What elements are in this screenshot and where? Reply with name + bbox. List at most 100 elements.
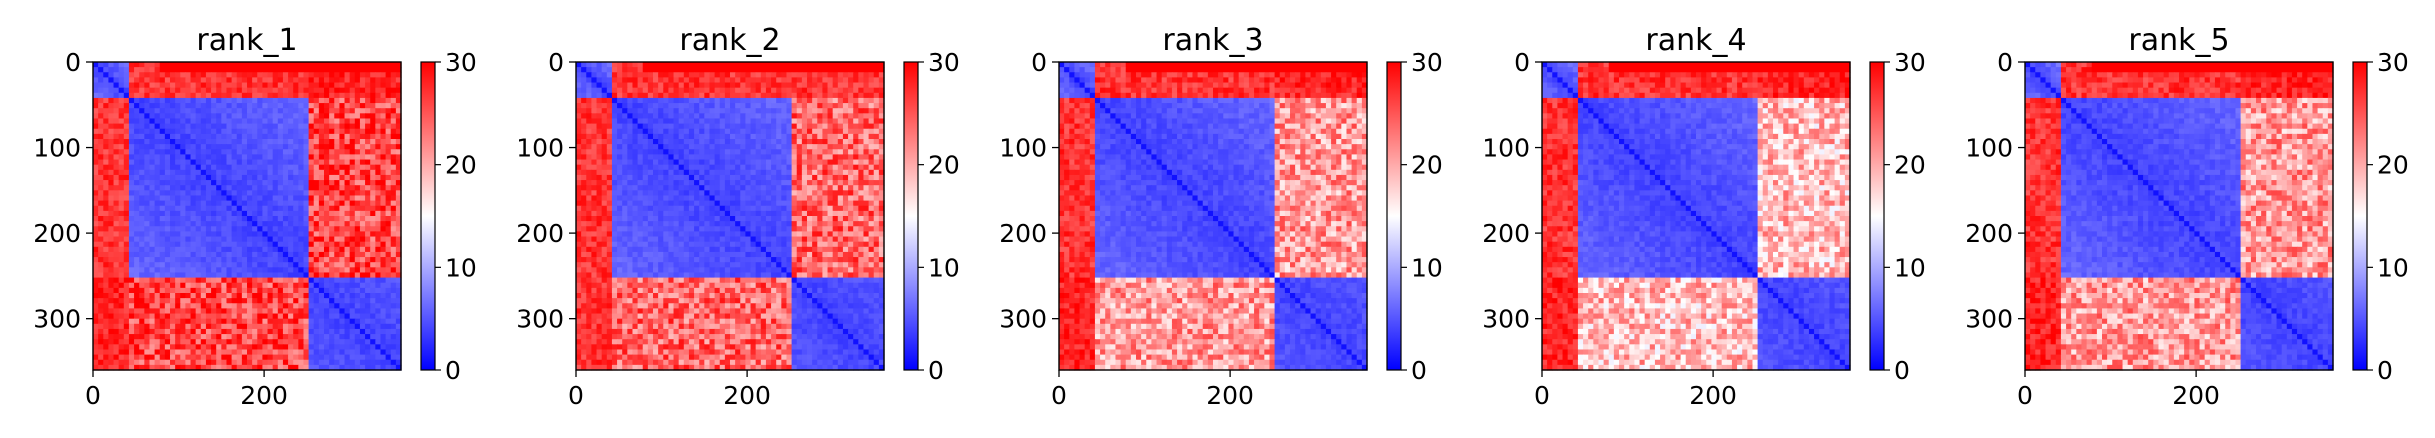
heatmap-cell xyxy=(791,113,798,120)
heatmap-cell xyxy=(175,113,181,120)
heatmap-cell xyxy=(293,169,299,176)
heatmap-cell xyxy=(164,200,171,207)
heatmap-cell xyxy=(853,72,859,78)
heatmap-cell xyxy=(226,277,233,284)
heatmap-cell xyxy=(159,82,166,89)
heatmap-cell xyxy=(154,293,161,299)
heatmap-cell xyxy=(709,128,716,135)
heatmap-cell xyxy=(868,169,875,176)
heatmap-cell xyxy=(128,236,135,243)
heatmap-cell xyxy=(344,303,351,309)
heatmap-cell xyxy=(745,77,752,84)
heatmap-cell xyxy=(318,205,325,212)
heatmap-cell xyxy=(128,246,135,253)
heatmap-cell xyxy=(205,139,212,145)
heatmap-cell xyxy=(329,185,335,191)
heatmap-cell xyxy=(298,313,305,320)
heatmap-cell xyxy=(699,118,705,125)
heatmap-cell xyxy=(231,349,238,356)
heatmap-cell xyxy=(817,92,823,99)
heatmap-cell xyxy=(673,108,680,114)
heatmap-cell xyxy=(195,205,202,212)
heatmap-cell xyxy=(257,323,263,330)
heatmap-cell xyxy=(375,180,382,186)
heatmap-cell xyxy=(185,118,192,125)
heatmap-cell xyxy=(159,339,166,345)
heatmap-cell xyxy=(668,113,675,120)
heatmap-cell xyxy=(241,82,248,89)
heatmap-cell xyxy=(185,334,192,340)
heatmap-cell xyxy=(760,62,767,68)
heatmap-cell xyxy=(878,97,885,104)
heatmap-cell xyxy=(694,169,700,176)
heatmap-cell xyxy=(123,87,130,94)
heatmap-cell xyxy=(211,226,217,232)
heatmap-cell xyxy=(647,139,654,145)
heatmap-cell xyxy=(344,185,351,191)
heatmap-cell xyxy=(832,118,839,125)
heatmap-cell xyxy=(190,308,197,315)
heatmap-cell xyxy=(627,72,634,78)
heatmap-cell xyxy=(817,164,823,171)
heatmap-cell xyxy=(175,190,181,197)
heatmap-cell xyxy=(817,113,823,120)
heatmap-cell xyxy=(226,303,233,309)
heatmap-cell xyxy=(144,210,151,217)
heatmap-cell xyxy=(313,72,320,78)
heatmap-cell xyxy=(688,159,695,166)
heatmap-cell xyxy=(98,344,104,351)
heatmap-cell xyxy=(267,303,274,309)
heatmap-cell xyxy=(853,154,859,161)
heatmap-cell xyxy=(678,123,685,130)
heatmap-cell xyxy=(108,174,115,181)
heatmap-cell xyxy=(257,144,263,150)
heatmap-cell xyxy=(118,267,125,274)
heatmap-cell xyxy=(154,298,161,304)
heatmap-cell xyxy=(359,364,366,371)
heatmap-cell xyxy=(267,328,274,335)
heatmap-cell xyxy=(118,87,125,94)
heatmap-cell xyxy=(103,164,109,171)
heatmap-cell xyxy=(576,62,582,68)
heatmap-cell xyxy=(205,364,212,371)
heatmap-cell xyxy=(205,267,212,274)
heatmap-cell xyxy=(658,154,664,161)
heatmap-cell xyxy=(252,313,258,320)
heatmap-cell xyxy=(154,195,161,202)
heatmap-cell xyxy=(365,72,371,78)
heatmap-cell xyxy=(195,257,202,263)
heatmap-cell xyxy=(293,159,299,166)
heatmap-cell xyxy=(380,359,387,366)
heatmap-cell xyxy=(349,180,356,186)
heatmap-cell xyxy=(878,72,885,78)
heatmap-cell xyxy=(647,77,654,84)
heatmap-cell xyxy=(334,359,340,366)
heatmap-cell xyxy=(93,108,99,114)
heatmap-cell xyxy=(776,174,782,181)
heatmap-cell xyxy=(262,82,269,89)
heatmap-cell xyxy=(118,303,125,309)
heatmap-cell xyxy=(205,287,212,294)
heatmap-cell xyxy=(596,133,603,140)
heatmap-cell xyxy=(128,103,135,109)
heatmap-cell xyxy=(267,72,274,78)
heatmap-cell xyxy=(226,339,233,345)
heatmap-cell xyxy=(776,87,782,94)
heatmap-cell xyxy=(329,169,335,176)
heatmap-cell xyxy=(226,92,233,99)
heatmap-cell xyxy=(205,205,212,212)
heatmap-cell xyxy=(812,87,818,94)
heatmap-cell xyxy=(221,62,228,68)
heatmap-cell xyxy=(791,123,798,130)
heatmap-cell xyxy=(349,226,356,232)
heatmap-cell xyxy=(226,180,233,186)
heatmap-cell xyxy=(144,298,151,304)
heatmap-cell xyxy=(211,133,217,140)
heatmap-cell xyxy=(724,103,731,109)
heatmap-cell xyxy=(282,77,289,84)
heatmap-cell xyxy=(339,364,346,371)
heatmap-cell xyxy=(334,82,340,89)
heatmap-cell xyxy=(673,82,680,89)
heatmap-cell xyxy=(385,180,392,186)
heatmap-cell xyxy=(334,67,340,73)
